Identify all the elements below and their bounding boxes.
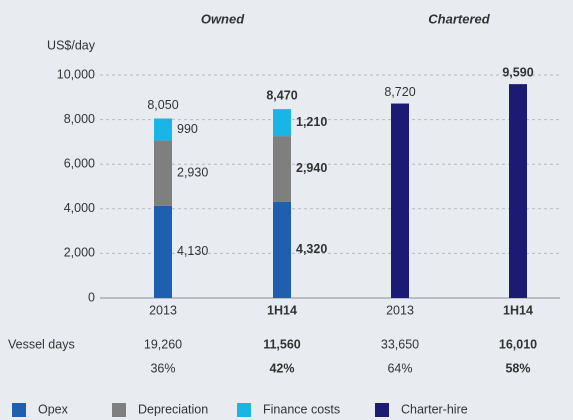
legend-label: Finance costs (263, 402, 340, 416)
share: 58% (505, 361, 530, 375)
value-label: 1,210 (296, 115, 327, 129)
bar-segment (273, 201, 291, 298)
bar-segment (154, 118, 172, 141)
share: 36% (150, 361, 175, 375)
x-tick-label: 1H14 (267, 303, 297, 317)
bar-segment (509, 84, 527, 298)
y-tick-label: 4,000 (64, 201, 95, 215)
group-label: Chartered (428, 11, 490, 26)
value-label: 8,720 (384, 85, 415, 99)
value-label: 2,940 (296, 161, 327, 175)
legend-label: Depreciation (138, 402, 208, 416)
bar-segment (391, 103, 409, 298)
x-tick-label: 2013 (386, 303, 414, 317)
legend-swatch (375, 403, 389, 417)
x-tick-label: 1H14 (503, 303, 533, 317)
vessel-days: 16,010 (499, 337, 537, 351)
bar-segment (154, 140, 172, 206)
y-tick-label: 8,000 (64, 112, 95, 126)
legend-swatch (112, 403, 126, 417)
legend-label: Opex (38, 402, 69, 416)
share: 64% (387, 361, 412, 375)
row-label: Vessel days (8, 337, 75, 351)
y-tick-label: 2,000 (64, 246, 95, 260)
unit-label: US$/day (47, 38, 96, 52)
vessel-days: 19,260 (144, 337, 182, 351)
group-label: Owned (201, 11, 245, 26)
vessel-days: 33,650 (381, 337, 419, 351)
total-label: 8,470 (266, 88, 297, 102)
share: 42% (269, 361, 294, 375)
legend-swatch (12, 403, 26, 417)
value-label: 2,930 (177, 166, 208, 180)
bar-segment (273, 109, 291, 137)
legend-swatch (237, 403, 251, 417)
value-label: 4,320 (296, 242, 327, 256)
value-label: 4,130 (177, 244, 208, 258)
y-tick-label: 6,000 (64, 156, 95, 170)
y-tick-label: 10,000 (57, 67, 95, 81)
legend-label: Charter-hire (401, 402, 468, 416)
bar-segment (154, 205, 172, 298)
x-tick-label: 2013 (149, 303, 177, 317)
y-tick-label: 0 (88, 290, 95, 304)
bar-segment (273, 136, 291, 202)
value-label: 990 (177, 122, 198, 136)
vessel-days: 11,560 (263, 337, 301, 351)
value-label: 9,590 (502, 65, 533, 79)
total-label: 8,050 (147, 98, 178, 112)
